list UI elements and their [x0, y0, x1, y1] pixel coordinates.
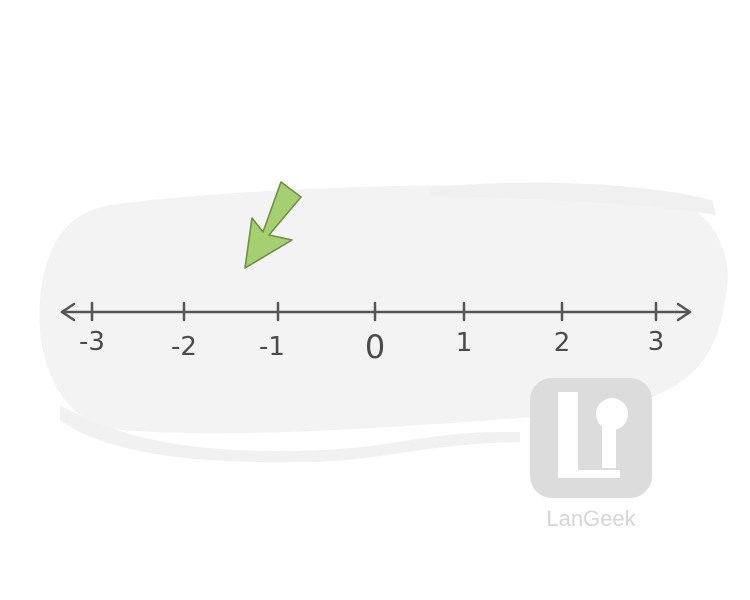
tick-label-neg1: -1: [259, 332, 285, 362]
tick-label-3: 3: [648, 327, 665, 357]
tick-label-neg2: -2: [171, 332, 197, 362]
blob-streak-bottom: [60, 405, 520, 463]
tick-label-0: 0: [365, 328, 385, 366]
left-arrowhead: [60, 302, 76, 322]
tick-label-1: 1: [456, 328, 473, 358]
langeek-logo: LanGeek: [530, 378, 652, 531]
tick-marks: [90, 301, 658, 322]
blob-streak-top: [430, 182, 716, 215]
pointer-arrow-icon: [244, 181, 302, 269]
watermark-text: LanGeek: [546, 506, 636, 531]
tick-label-2: 2: [554, 328, 571, 358]
tick-label-neg3: -3: [79, 327, 105, 357]
right-arrowhead: [676, 302, 692, 322]
background-blob: [39, 185, 728, 434]
